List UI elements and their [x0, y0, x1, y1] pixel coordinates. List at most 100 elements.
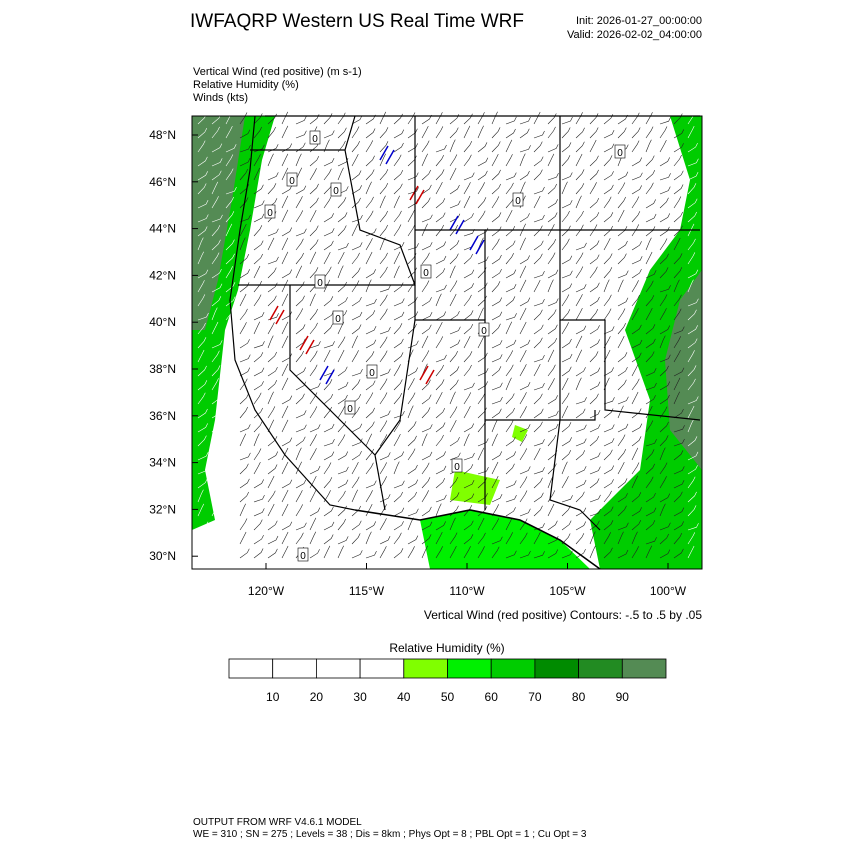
wind-barb	[463, 253, 473, 265]
wind-barb	[645, 382, 657, 391]
wind-barb	[463, 392, 472, 405]
wind-barb	[631, 256, 643, 265]
wind-barb	[617, 549, 629, 559]
wind-barb	[575, 252, 584, 265]
wind-barb	[239, 463, 249, 475]
lat-label: 42°N	[149, 268, 176, 282]
wind-barb	[547, 212, 558, 223]
wind-barb	[603, 294, 612, 307]
wind-barb	[659, 354, 671, 363]
wind-barb	[435, 546, 443, 559]
wind-barb	[491, 366, 502, 377]
wind-barb	[239, 282, 250, 293]
wind-barb	[547, 337, 558, 349]
colorbar-box	[403, 658, 448, 679]
wind-barb	[435, 364, 444, 377]
wind-barb	[533, 141, 543, 153]
wind-barb	[617, 493, 628, 503]
wind-barb	[631, 268, 642, 279]
wind-barb	[547, 113, 557, 125]
wind-barb	[617, 127, 627, 139]
wind-barb	[295, 153, 302, 167]
wind-barb	[617, 182, 626, 195]
wind-barb	[435, 224, 444, 237]
wind-barb	[421, 490, 429, 503]
wind-barb	[393, 282, 404, 293]
wind-barb	[309, 549, 320, 559]
contour-note: Vertical Wind (red positive) Contours: -…	[424, 608, 702, 622]
wind-barb	[267, 228, 279, 237]
wind-barb	[589, 296, 600, 307]
wind-barb	[323, 279, 331, 293]
wind-barb	[281, 279, 289, 293]
wind-barb	[435, 422, 446, 433]
wind-barb	[253, 392, 262, 405]
wind-barb	[323, 139, 330, 153]
wind-barb	[491, 461, 499, 475]
wind-barb	[659, 197, 669, 209]
wind-barb	[197, 156, 208, 167]
wind-barb	[561, 495, 573, 503]
wind-barb	[351, 153, 359, 167]
wind-barb	[211, 547, 221, 559]
wind-barb	[561, 366, 572, 377]
wind-barb	[421, 184, 432, 195]
wind-barb	[533, 270, 545, 279]
wind-barb	[323, 323, 333, 335]
wind-barb	[491, 396, 503, 405]
wind-barb	[631, 408, 642, 419]
wind-barb	[687, 436, 698, 447]
wind-barb	[295, 461, 302, 475]
wind-barb	[491, 433, 498, 447]
wind-barb	[253, 421, 263, 433]
wind-barb	[351, 335, 358, 349]
wind-barb	[631, 224, 640, 237]
wind-barb	[323, 379, 333, 391]
wind-barb	[645, 139, 652, 153]
contour-label: 0	[289, 176, 295, 187]
wind-barb	[547, 269, 559, 279]
wind-barb	[379, 518, 387, 531]
wind-barb	[295, 479, 307, 489]
wind-barb	[351, 214, 363, 223]
wind-barb	[617, 423, 629, 433]
wind-barb	[561, 476, 569, 489]
wind-barb	[603, 237, 611, 251]
wind-barb	[491, 408, 502, 419]
wind-barb	[267, 391, 274, 405]
wind-barb	[491, 518, 500, 531]
wind-barb	[365, 251, 373, 265]
wind-barb	[463, 269, 475, 279]
wind-barb	[463, 452, 475, 461]
field-label: Relative Humidity (%)	[193, 79, 299, 91]
wind-barb	[673, 507, 685, 517]
wind-barb	[533, 337, 543, 349]
wind-barb	[239, 452, 251, 461]
wind-barb	[477, 125, 484, 139]
wind-barb	[281, 521, 293, 531]
wind-barb	[617, 322, 626, 335]
wind-barb	[281, 489, 289, 503]
wind-barb	[463, 172, 475, 181]
wind-barb	[421, 197, 431, 209]
wind-barb	[351, 296, 362, 307]
wind-barb	[575, 466, 587, 475]
wind-barb	[491, 169, 501, 181]
wind-barb	[463, 351, 473, 363]
colorbar-label: 20	[310, 690, 324, 704]
wind-barb	[267, 282, 278, 293]
wind-barb	[407, 367, 419, 377]
lat-label: 38°N	[149, 362, 176, 376]
footer-line: OUTPUT FROM WRF V4.6.1 MODEL	[193, 817, 362, 828]
wind-barb	[631, 492, 642, 503]
wind-barb	[505, 269, 517, 279]
wind-barb	[561, 309, 571, 321]
wind-barb	[603, 479, 614, 489]
wind-barb	[421, 521, 433, 531]
wind-barb	[547, 324, 558, 335]
wind-barb	[239, 197, 249, 209]
wind-barb	[197, 337, 207, 349]
wind-barb	[309, 517, 317, 531]
wind-barb	[645, 520, 656, 531]
